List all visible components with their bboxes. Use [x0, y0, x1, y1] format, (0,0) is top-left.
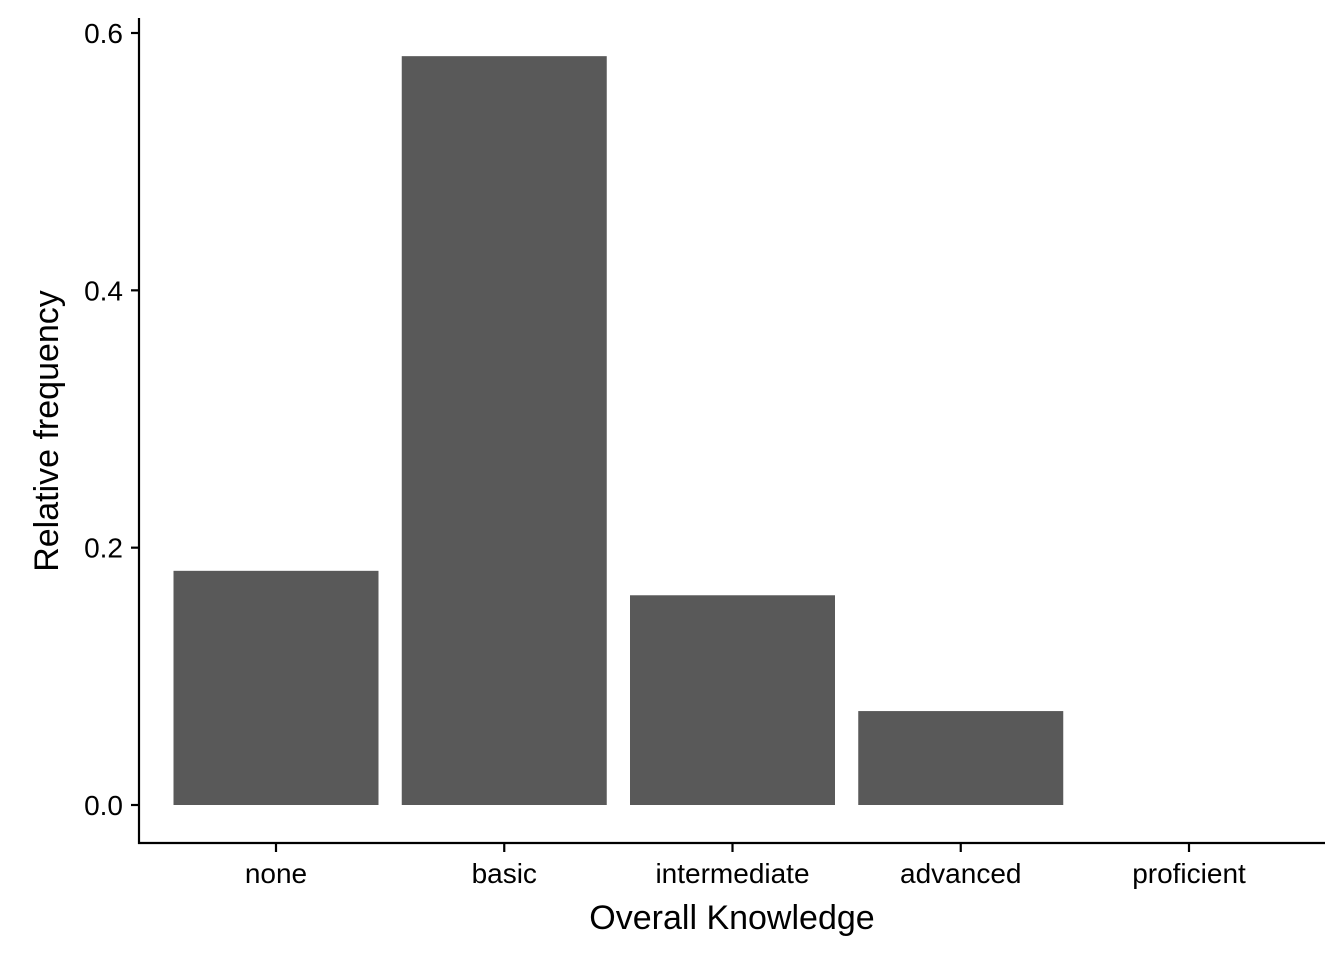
y-tick-label: 0.0: [84, 790, 123, 821]
bar-basic: [401, 56, 607, 806]
x-ticks: none basic intermediate advanced proficient: [245, 843, 1246, 889]
y-tick-label: 0.4: [84, 275, 123, 306]
x-tick-label-intermediate: intermediate: [655, 858, 809, 889]
x-axis-title: Overall Knowledge: [589, 899, 874, 937]
bar-none: [173, 570, 379, 805]
bar-intermediate: [630, 595, 835, 805]
y-ticks: 0.0 0.2 0.4 0.6: [84, 18, 139, 821]
bar-advanced: [858, 711, 1064, 805]
bars-layer: [173, 56, 1064, 806]
y-axis-title: Relative frequency: [28, 290, 66, 572]
x-tick-label-basic: basic: [472, 858, 537, 889]
y-tick-label: 0.2: [84, 533, 123, 564]
x-tick-label-proficient: proficient: [1132, 858, 1246, 889]
x-tick-label-advanced: advanced: [900, 858, 1021, 889]
y-tick-label: 0.6: [84, 18, 123, 49]
x-tick-label-none: none: [245, 858, 307, 889]
